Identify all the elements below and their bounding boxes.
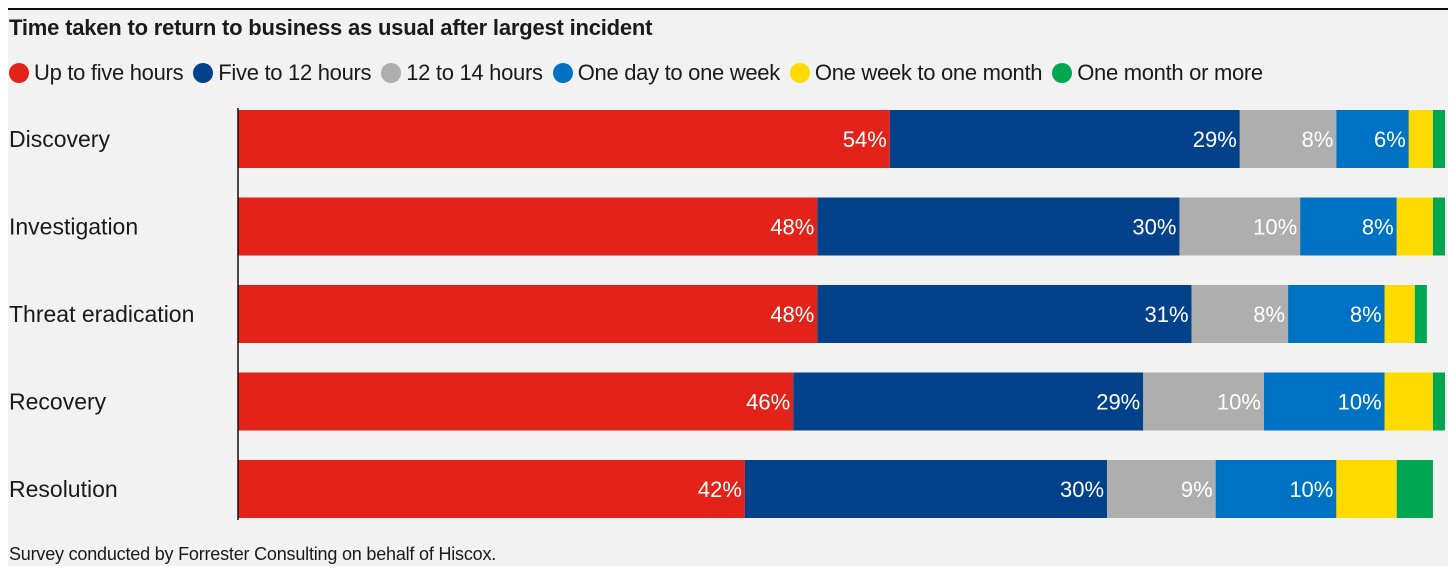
legend-item-up-to-five-hours: Up to five hours <box>9 60 184 86</box>
data-label: 31% <box>1144 302 1188 327</box>
data-label: 42% <box>698 477 742 502</box>
bar-segment <box>1263 372 1385 431</box>
bar-segment <box>1432 197 1445 256</box>
legend-item-five-to-12-hours: Five to 12 hours <box>193 60 372 86</box>
bar-segment <box>1107 460 1216 518</box>
bar-segment <box>1384 285 1415 343</box>
legend-swatch <box>193 63 214 83</box>
category-label: Resolution <box>9 476 118 502</box>
legend-label: Up to five hours <box>34 60 184 85</box>
legend-label: 12 to 14 hours <box>406 60 543 85</box>
footnote: Survey conducted by Forrester Consulting… <box>9 544 497 564</box>
category-label: Recovery <box>9 389 107 415</box>
bar-segment <box>1384 372 1433 431</box>
bar-segment <box>1179 197 1301 256</box>
bar-segment <box>238 460 745 518</box>
bar-segment <box>1191 285 1289 343</box>
bar-segment <box>1396 460 1433 518</box>
data-label: 8% <box>1362 215 1394 240</box>
legend-label: One week to one month <box>814 60 1043 85</box>
legend: Up to five hours Five to 12 hours 12 to … <box>9 58 1273 88</box>
data-label: 30% <box>1060 477 1104 502</box>
legend-swatch <box>9 63 29 83</box>
category-label: Threat eradication <box>9 301 194 327</box>
bar-segment <box>1432 372 1445 431</box>
bar-segment <box>817 197 1180 256</box>
legend-swatch <box>552 63 573 83</box>
chart-title: Time taken to return to business as usua… <box>9 15 653 40</box>
data-label: 30% <box>1132 215 1176 240</box>
bar-segment <box>1336 460 1397 518</box>
bar-segment <box>238 285 818 343</box>
category-label: Discovery <box>9 126 110 152</box>
legend-label: Five to 12 hours <box>218 60 372 85</box>
bar-segment <box>1432 110 1445 168</box>
bar-segment <box>1414 285 1427 343</box>
bar-segment <box>793 372 1144 431</box>
bar-segment <box>1215 460 1337 518</box>
bar-segment <box>1336 110 1409 168</box>
legend-item-one-day-to-one-week: One day to one week <box>552 60 781 86</box>
bar-segment <box>238 197 818 256</box>
bar-segment <box>1300 197 1397 256</box>
data-label: 10% <box>1253 215 1297 240</box>
legend-label: One month or more <box>1077 60 1263 85</box>
data-label: 29% <box>1096 390 1140 415</box>
data-label: 6% <box>1374 127 1406 152</box>
legend-item-12-to-14-hours: 12 to 14 hours <box>381 60 543 86</box>
data-label: 48% <box>770 302 814 327</box>
bar-segment <box>889 110 1240 168</box>
top-rule <box>8 8 1448 10</box>
bar-segment <box>238 110 890 168</box>
data-label: 9% <box>1181 477 1213 502</box>
data-label: 29% <box>1193 127 1237 152</box>
legend-swatch <box>1052 63 1073 83</box>
data-label: 8% <box>1302 127 1334 152</box>
legend-label: One day to one week <box>577 60 781 85</box>
bar-segment <box>1396 197 1433 256</box>
bar-segment <box>817 285 1192 343</box>
legend-item-one-week-to-one-month: One week to one month <box>789 60 1043 86</box>
data-label: 54% <box>843 127 887 152</box>
data-label: 48% <box>770 215 814 240</box>
bar-segment <box>1143 372 1264 431</box>
data-label: 8% <box>1253 302 1285 327</box>
legend-swatch <box>789 63 810 83</box>
legend-item-one-month-or-more: One month or more <box>1052 60 1263 86</box>
bar-segment <box>1288 285 1385 343</box>
bar-segment <box>1408 110 1433 168</box>
legend-swatch <box>381 63 402 83</box>
data-label: 46% <box>746 390 790 415</box>
bar-segment <box>744 460 1108 518</box>
bar-segment <box>238 372 794 431</box>
data-label: 10% <box>1338 390 1382 415</box>
data-label: 10% <box>1289 477 1333 502</box>
bar-segment <box>1239 110 1337 168</box>
data-label: 8% <box>1350 302 1382 327</box>
category-label: Investigation <box>9 214 138 240</box>
data-label: 10% <box>1217 390 1261 415</box>
